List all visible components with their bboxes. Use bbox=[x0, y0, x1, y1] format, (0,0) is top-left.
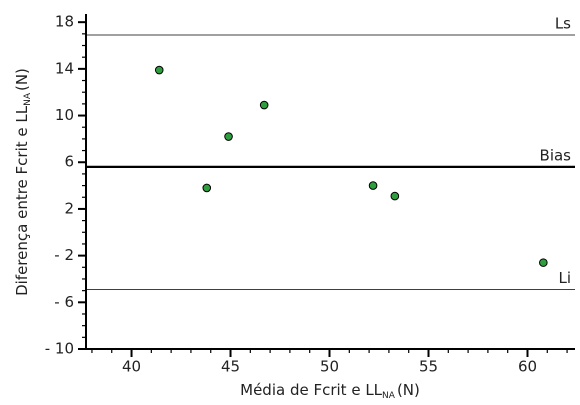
y-tick-label: 2 bbox=[64, 199, 74, 217]
y-tick-label: - 2 bbox=[54, 246, 74, 264]
point bbox=[390, 191, 400, 201]
y-axis-title-text: Diferença entre Fcrit e LL bbox=[13, 105, 31, 296]
x-axis-title-subscript: NA bbox=[382, 391, 396, 401]
point bbox=[368, 181, 378, 190]
reference-line-label: Li bbox=[558, 269, 571, 287]
point bbox=[224, 132, 233, 141]
x-tick-label: 50 bbox=[320, 358, 339, 376]
y-tick-label: 14 bbox=[55, 59, 74, 77]
point bbox=[154, 65, 164, 75]
x-axis-title: Média de Fcrit e LLNA (N) bbox=[240, 381, 420, 401]
point bbox=[259, 100, 269, 110]
x-tick-label: 55 bbox=[419, 358, 438, 376]
x-axis-title-text: Média de Fcrit e LL bbox=[240, 381, 383, 399]
reference-line-label: Bias bbox=[540, 146, 572, 164]
y-tick-label: 6 bbox=[64, 153, 74, 171]
y-axis-title-unit: (N) bbox=[13, 68, 31, 91]
y-tick-label: - 6 bbox=[54, 293, 74, 311]
point bbox=[539, 258, 548, 267]
y-tick-label: 10 bbox=[55, 106, 74, 124]
x-tick-label: 45 bbox=[221, 358, 240, 376]
point bbox=[202, 183, 212, 193]
x-tick-label: 40 bbox=[122, 358, 141, 376]
y-axis-title-subscript: NA bbox=[23, 92, 33, 106]
x-axis-title-unit: (N) bbox=[397, 381, 420, 399]
y-tick-label: 18 bbox=[55, 13, 74, 31]
y-tick-label: - 10 bbox=[45, 340, 74, 358]
reference-line-label: Ls bbox=[555, 15, 571, 33]
x-tick-label: 60 bbox=[518, 358, 537, 376]
y-axis-title: Diferença entre Fcrit e LLNA(N) bbox=[13, 68, 33, 296]
